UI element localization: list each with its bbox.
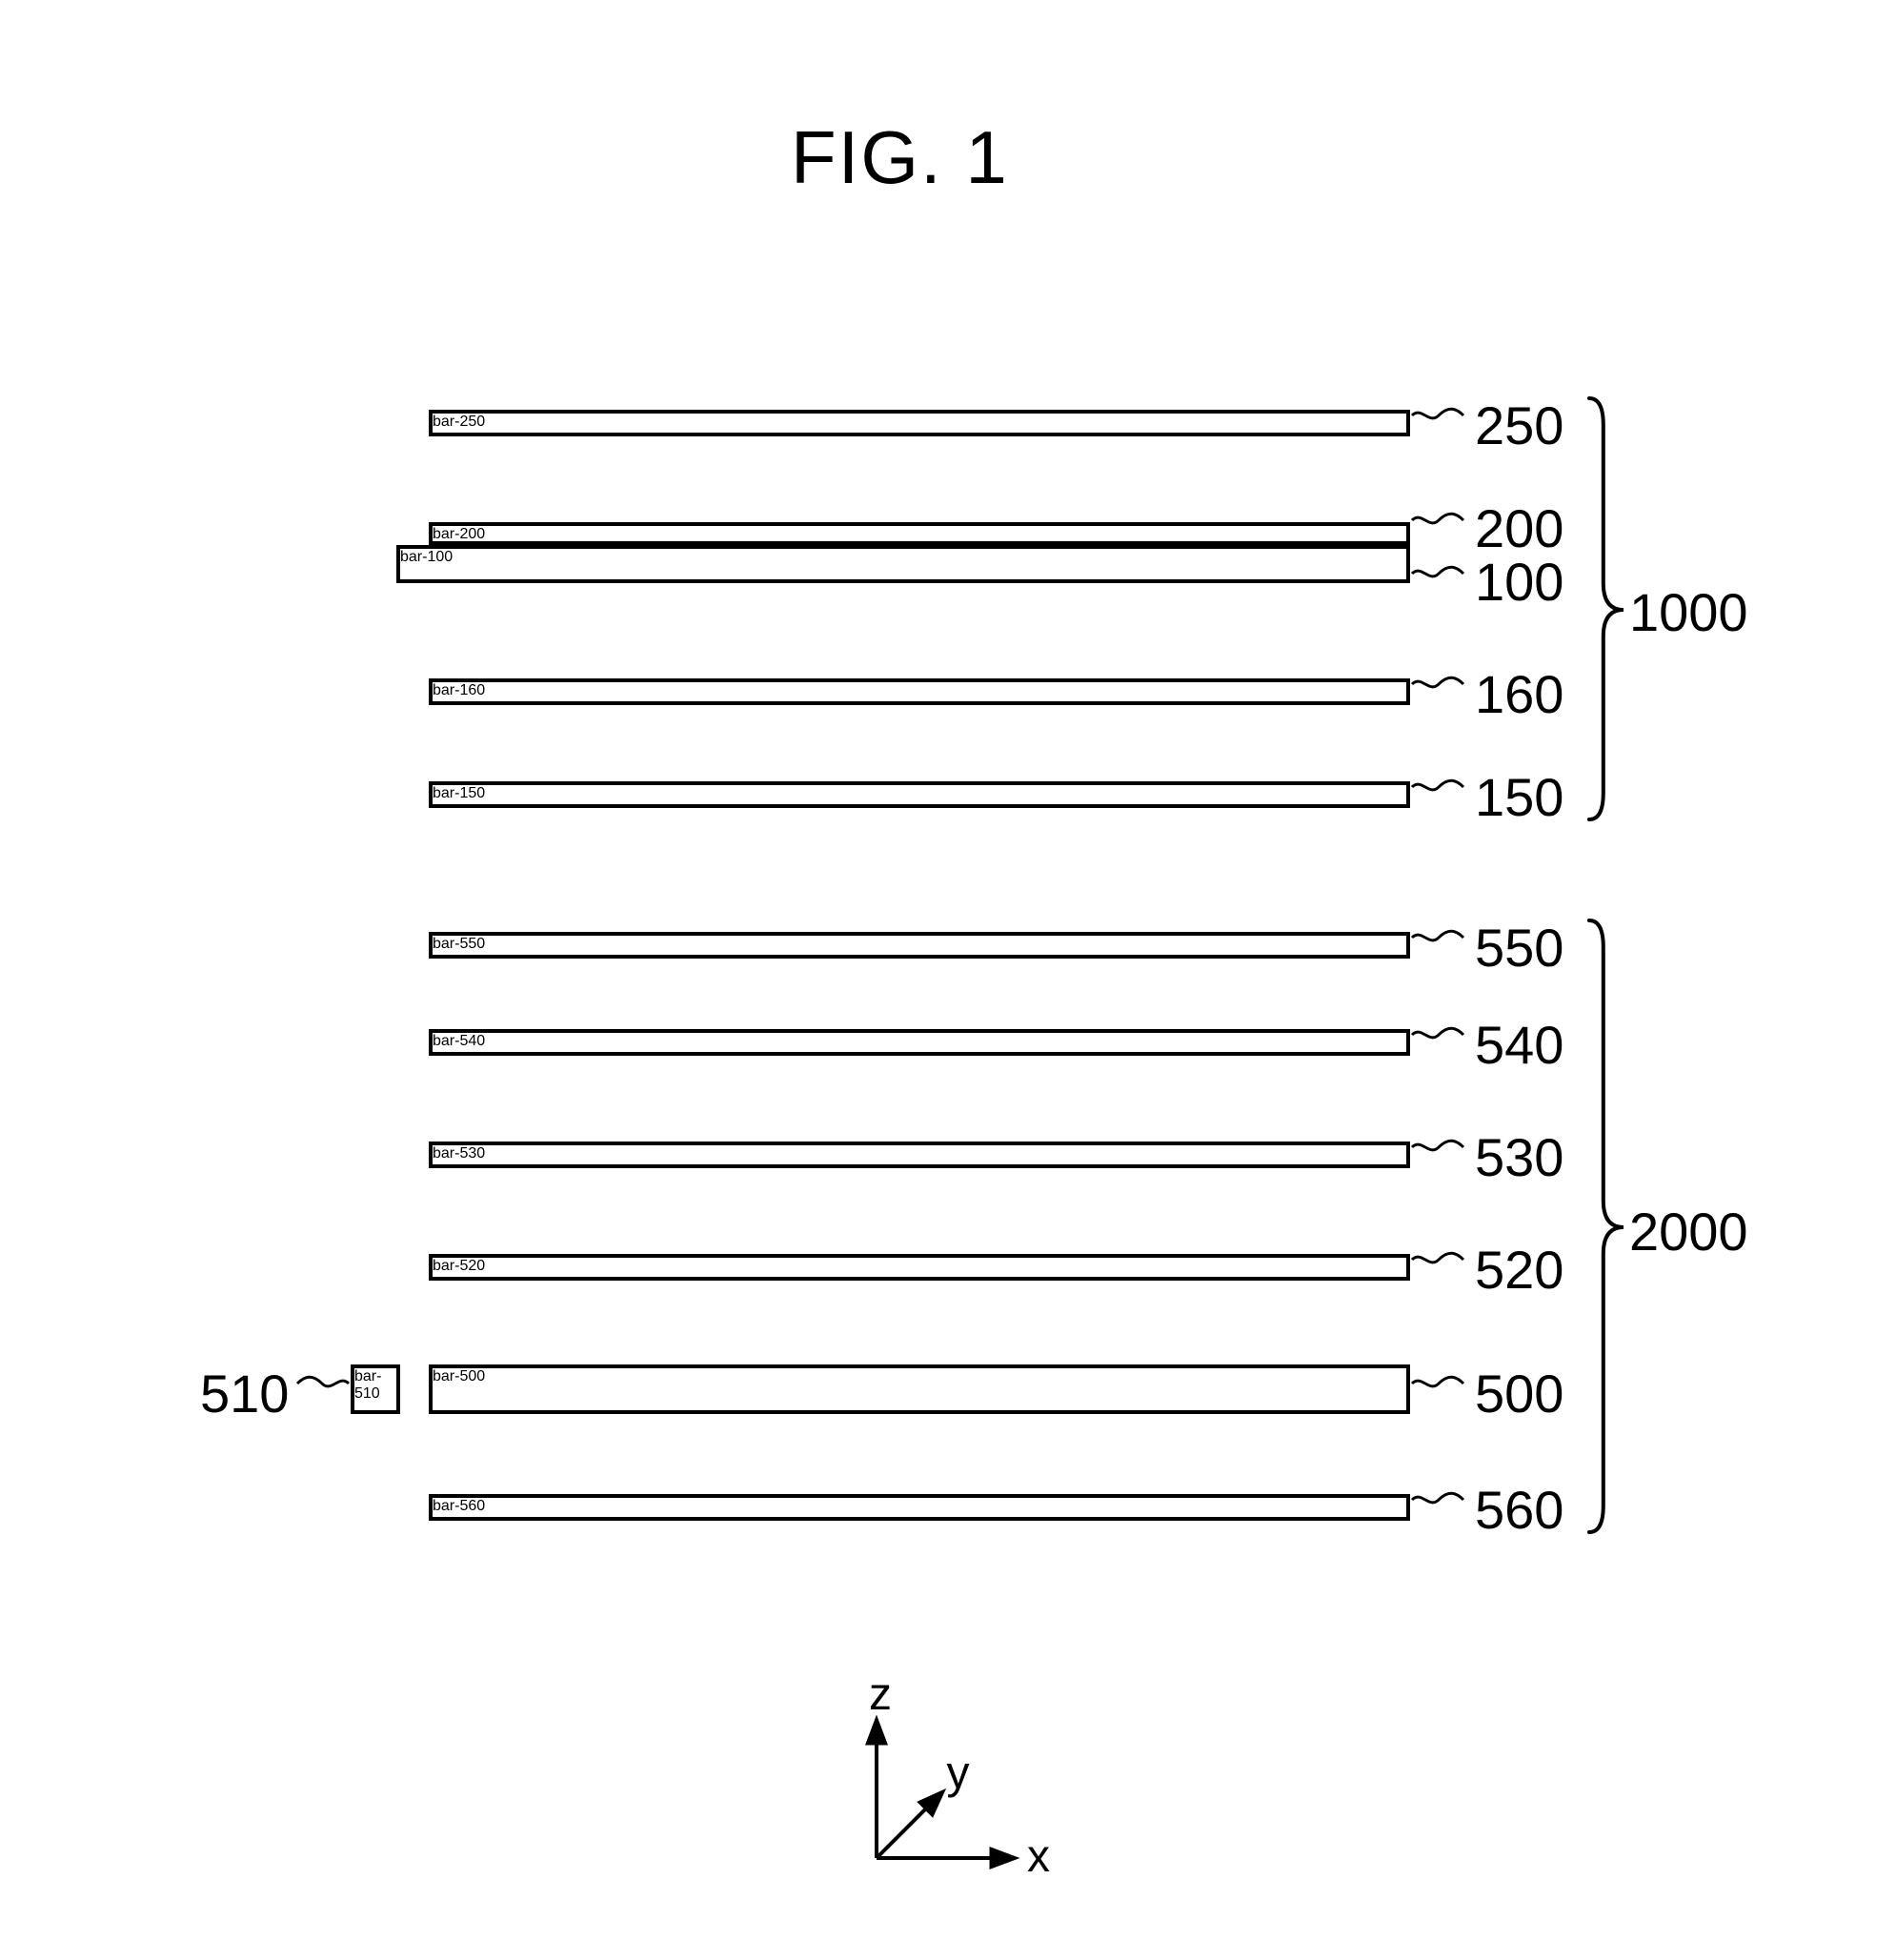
lbl-520: 520 xyxy=(1475,1239,1563,1301)
bar-530: bar-530 xyxy=(429,1142,1410,1168)
lbl-530: 530 xyxy=(1475,1126,1563,1188)
lbl-150: 150 xyxy=(1475,766,1563,828)
brace-2000 xyxy=(1587,911,1633,1542)
sq-510-leader xyxy=(295,1371,351,1396)
coordinate-axes: z x y xyxy=(829,1677,1086,1896)
lbl-500: 500 xyxy=(1475,1363,1563,1425)
bar-500: bar-500 xyxy=(429,1364,1410,1414)
lbl-560: 560 xyxy=(1475,1479,1563,1541)
brace-1000 xyxy=(1587,389,1633,829)
sq-250-leader xyxy=(1410,403,1465,428)
lbl-540: 540 xyxy=(1475,1014,1563,1076)
lbl-550: 550 xyxy=(1475,917,1563,979)
bar-510: bar-510 xyxy=(351,1364,400,1414)
bar-160: bar-160 xyxy=(429,678,1410,705)
axis-label-x: x xyxy=(1027,1831,1050,1882)
bar-540: bar-540 xyxy=(429,1029,1410,1056)
bar-150: bar-150 xyxy=(429,781,1410,808)
bar-100: bar-100 xyxy=(396,545,1410,583)
bar-560: bar-560 xyxy=(429,1494,1410,1521)
sq-520-leader xyxy=(1410,1247,1465,1272)
sq-500-leader xyxy=(1410,1371,1465,1396)
sq-200-leader xyxy=(1410,508,1465,533)
lbl-510: 510 xyxy=(200,1363,289,1425)
axis-label-z: z xyxy=(869,1677,892,1720)
bar-250: bar-250 xyxy=(429,410,1410,436)
lbl-2000: 2000 xyxy=(1629,1201,1748,1263)
sq-560-leader xyxy=(1410,1487,1465,1512)
lbl-250: 250 xyxy=(1475,394,1563,456)
bar-200: bar-200 xyxy=(429,522,1410,545)
axis-label-y: y xyxy=(947,1748,970,1799)
sq-550-leader xyxy=(1410,925,1465,950)
figure-canvas: FIG. 1 bar-250 bar-200bar-100 bar-160 bar-15… xyxy=(0,0,1896,1960)
sq-100-leader xyxy=(1410,561,1465,586)
lbl-160: 160 xyxy=(1475,663,1563,725)
sq-150-leader xyxy=(1410,775,1465,799)
sq-540-leader xyxy=(1410,1022,1465,1047)
lbl-1000: 1000 xyxy=(1629,581,1748,643)
sq-530-leader xyxy=(1410,1135,1465,1160)
bar-520: bar-520 xyxy=(429,1254,1410,1281)
sq-160-leader xyxy=(1410,672,1465,697)
lbl-100: 100 xyxy=(1475,551,1563,613)
figure-title: FIG. 1 xyxy=(791,114,1009,201)
bar-550: bar-550 xyxy=(429,932,1410,959)
